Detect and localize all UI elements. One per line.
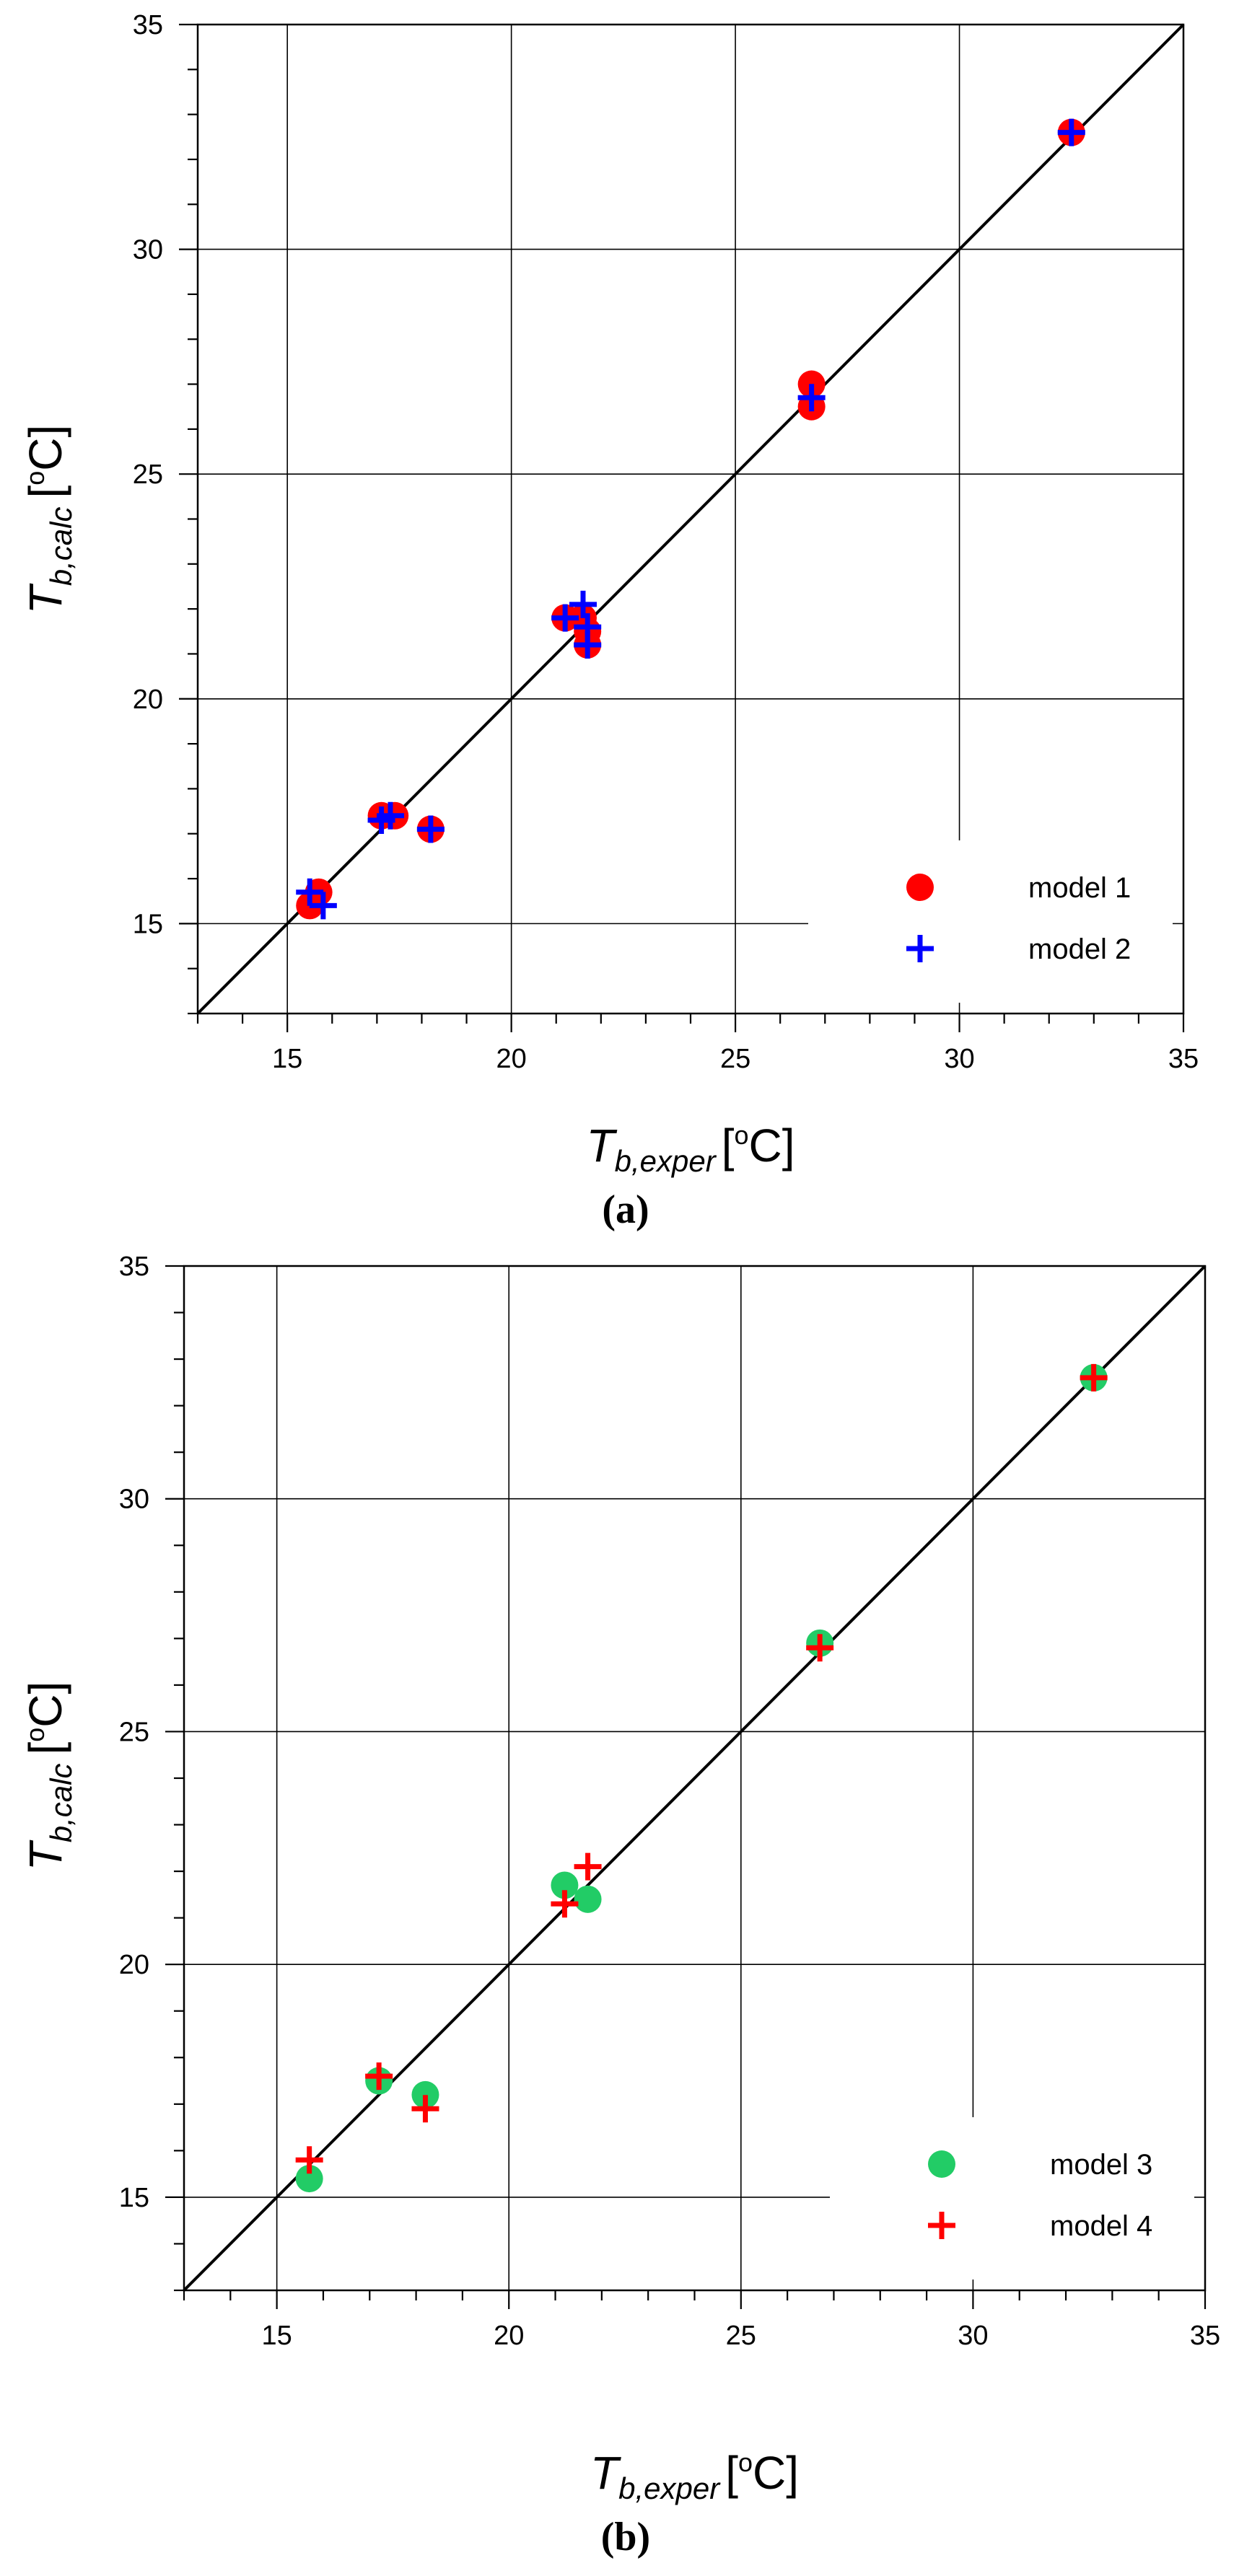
- data-point-model-3: [551, 1871, 579, 1899]
- y-tick-label: 30: [119, 1485, 149, 1515]
- y-tick-label: 15: [133, 909, 163, 939]
- x-tick-label: 20: [496, 1044, 526, 1074]
- x-tick-label: 15: [261, 2321, 292, 2351]
- legend-label: model 4: [1050, 2210, 1152, 2242]
- x-tick-label: 15: [272, 1044, 302, 1074]
- y-axis-unit-open: [: [19, 485, 71, 498]
- panel-label: (b): [601, 2515, 650, 2559]
- data-point-model-2: [574, 630, 602, 659]
- x-axis-unit-open: [: [725, 2447, 738, 2499]
- x-axis-unit-c: C]: [753, 2447, 799, 2499]
- data-point-model-4: [1080, 1363, 1108, 1392]
- data-point-model-4: [574, 1852, 602, 1881]
- diagonal-line: [196, 23, 1185, 1015]
- data-point-model-2: [797, 384, 826, 412]
- data-point-model-2: [376, 801, 404, 830]
- data-point-model-2: [551, 604, 579, 632]
- y-axis-unit-deg: o: [20, 1728, 50, 1742]
- data-point-model-4: [365, 2062, 393, 2091]
- legend-label: model 3: [1050, 2149, 1152, 2181]
- y-axis-unit-open: [: [19, 1742, 71, 1755]
- x-axis-label: Tb,exper [oC]: [590, 2447, 799, 2505]
- x-tick-label: 20: [494, 2321, 524, 2351]
- panel-label: (a): [602, 1187, 649, 1232]
- x-axis-unit-deg: o: [734, 1120, 748, 1150]
- legend-box: [830, 2117, 1194, 2280]
- legend-marker: [906, 874, 934, 901]
- data-point-model-2: [296, 878, 324, 906]
- x-axis-symbol: T: [590, 2447, 621, 2499]
- data-point-model-4: [806, 1634, 834, 1662]
- x-tick-label: 25: [726, 2321, 756, 2351]
- legend-label: model 1: [1028, 872, 1131, 904]
- x-tick-label: 30: [944, 1044, 974, 1074]
- legend-marker: [928, 2150, 955, 2178]
- legend-box: [808, 840, 1173, 1003]
- panel-b-chart: 15 20 25 30 35 15 20 25 30 35 model 3 model 4 Tb,exp…: [19, 1252, 1220, 2559]
- legend-marker: [906, 935, 934, 962]
- x-axis-subscript: b,exper: [615, 1144, 717, 1178]
- data-point-model-4: [295, 2146, 323, 2174]
- panel-a-chart: 15 20 25 30 35 15 20 25 30 35 model 1 model 2 Tb,exp…: [19, 10, 1199, 1232]
- x-axis-symbol: T: [587, 1120, 618, 1171]
- diagonal-line: [183, 1265, 1207, 2292]
- x-axis-unit-c: C]: [749, 1120, 795, 1171]
- y-axis-unit-c: C]: [19, 1682, 71, 1728]
- x-tick-label: 35: [1190, 2321, 1220, 2351]
- y-axis-label: Tb,calc [oC]: [19, 1682, 78, 1871]
- data-point-model-4: [411, 2095, 439, 2123]
- y-axis-subscript: b,calc: [44, 507, 78, 586]
- y-tick-label: 35: [119, 1252, 149, 1282]
- y-axis-subscript: b,calc: [44, 1764, 78, 1843]
- data-point-model-3: [574, 1885, 602, 1913]
- data-point-model-2: [569, 590, 597, 618]
- y-axis-symbol: T: [19, 583, 71, 614]
- y-tick-label: 25: [133, 460, 163, 490]
- data-point-model-2: [1057, 118, 1085, 146]
- x-tick-label: 35: [1168, 1044, 1199, 1074]
- y-tick-label: 35: [133, 10, 163, 40]
- x-axis-subscript: b,exper: [618, 2471, 721, 2505]
- y-axis-symbol: T: [19, 1839, 71, 1871]
- y-tick-label: 20: [119, 1950, 149, 1980]
- x-tick-label: 30: [958, 2321, 988, 2351]
- y-axis-unit-c: C]: [19, 425, 71, 471]
- y-tick-label: 20: [133, 685, 163, 715]
- y-axis-label: Tb,calc [oC]: [19, 425, 78, 615]
- y-axis-unit-deg: o: [20, 471, 50, 485]
- legend-marker: [928, 2212, 955, 2239]
- legend-label: model 2: [1028, 933, 1131, 965]
- data-point-model-2: [309, 892, 337, 920]
- x-axis-unit-deg: o: [738, 2448, 753, 2477]
- y-tick-label: 15: [119, 2183, 149, 2213]
- data-point-model-3: [295, 2165, 323, 2193]
- data-point-model-2: [416, 815, 445, 843]
- data-point-model-4: [551, 1890, 579, 1918]
- data-point-model-3: [411, 2080, 439, 2109]
- y-tick-label: 25: [119, 1717, 149, 1747]
- x-axis-unit-open: [: [722, 1120, 735, 1171]
- x-axis-label: Tb,exper [oC]: [587, 1120, 795, 1178]
- y-tick-label: 30: [133, 235, 163, 265]
- x-tick-label: 25: [720, 1044, 750, 1074]
